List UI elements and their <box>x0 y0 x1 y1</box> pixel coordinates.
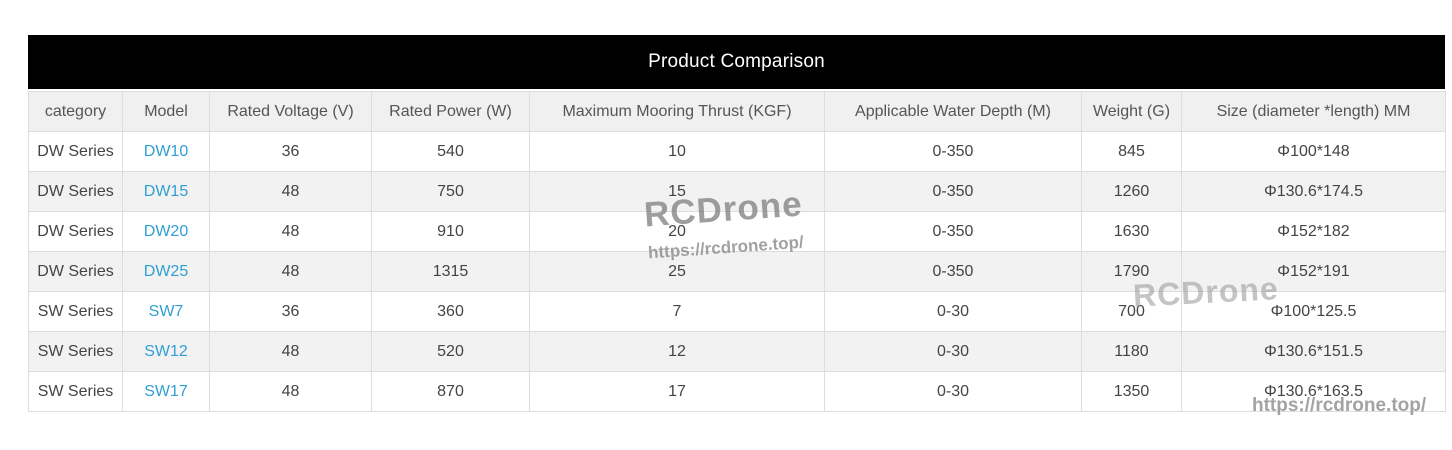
table-row: SW Series SW7 36 360 7 0-30 700 Φ100*125… <box>28 291 1446 332</box>
cell-weight: 845 <box>1081 131 1182 172</box>
cell-voltage: 48 <box>209 171 372 212</box>
table-row: SW Series SW12 48 520 12 0-30 1180 Φ130.… <box>28 331 1446 372</box>
cell-thrust: 10 <box>529 131 825 172</box>
model-link[interactable]: SW17 <box>144 382 188 400</box>
cell-thrust: 7 <box>529 291 825 332</box>
cell-voltage: 48 <box>209 211 372 252</box>
table-row: SW Series SW17 48 870 17 0-30 1350 Φ130.… <box>28 371 1446 412</box>
cell-thrust: 20 <box>529 211 825 252</box>
column-header-model: Model <box>122 91 210 132</box>
column-header-mooring-thrust: Maximum Mooring Thrust (KGF) <box>529 91 825 132</box>
cell-power: 1315 <box>371 251 530 292</box>
column-header-size: Size (diameter *length) MM <box>1181 91 1446 132</box>
cell-voltage: 48 <box>209 371 372 412</box>
cell-size: Φ152*191 <box>1181 251 1446 292</box>
product-comparison-section: Product Comparison category Model Rated … <box>28 35 1446 412</box>
cell-voltage: 48 <box>209 331 372 372</box>
cell-thrust: 17 <box>529 371 825 412</box>
table-row: DW Series DW25 48 1315 25 0-350 1790 Φ15… <box>28 251 1446 292</box>
cell-voltage: 36 <box>209 291 372 332</box>
table-title: Product Comparison <box>648 51 825 72</box>
cell-thrust: 15 <box>529 171 825 212</box>
cell-weight: 1790 <box>1081 251 1182 292</box>
table-row: DW Series DW20 48 910 20 0-350 1630 Φ152… <box>28 211 1446 252</box>
model-link[interactable]: DW20 <box>143 222 189 240</box>
column-header-weight: Weight (G) <box>1081 91 1182 132</box>
cell-depth: 0-30 <box>824 371 1082 412</box>
product-comparison-table: category Model Rated Voltage (V) Rated P… <box>28 91 1446 412</box>
cell-size: Φ100*148 <box>1181 131 1446 172</box>
model-link[interactable]: DW25 <box>143 262 189 280</box>
table-row: DW Series DW15 48 750 15 0-350 1260 Φ130… <box>28 171 1446 212</box>
cell-depth: 0-350 <box>824 251 1082 292</box>
cell-depth: 0-350 <box>824 211 1082 252</box>
column-header-category: category <box>28 91 123 132</box>
column-header-water-depth: Applicable Water Depth (M) <box>824 91 1082 132</box>
cell-power: 360 <box>371 291 530 332</box>
cell-weight: 1180 <box>1081 331 1182 372</box>
cell-size: Φ130.6*163.5 <box>1181 371 1446 412</box>
cell-depth: 0-30 <box>824 331 1082 372</box>
cell-depth: 0-350 <box>824 131 1082 172</box>
cell-category: DW Series <box>28 211 123 252</box>
cell-weight: 1260 <box>1081 171 1182 212</box>
cell-size: Φ152*182 <box>1181 211 1446 252</box>
cell-power: 520 <box>371 331 530 372</box>
model-link[interactable]: SW12 <box>144 342 188 360</box>
table-body: DW Series DW10 36 540 10 0-350 845 Φ100*… <box>28 131 1446 412</box>
cell-thrust: 12 <box>529 331 825 372</box>
cell-category: SW Series <box>28 291 123 332</box>
cell-power: 750 <box>371 171 530 212</box>
cell-power: 910 <box>371 211 530 252</box>
cell-voltage: 48 <box>209 251 372 292</box>
cell-weight: 700 <box>1081 291 1182 332</box>
cell-category: DW Series <box>28 171 123 212</box>
header-row: category Model Rated Voltage (V) Rated P… <box>28 91 1446 132</box>
column-header-rated-power: Rated Power (W) <box>371 91 530 132</box>
cell-size: Φ130.6*174.5 <box>1181 171 1446 212</box>
model-link[interactable]: DW10 <box>143 142 189 160</box>
cell-voltage: 36 <box>209 131 372 172</box>
cell-category: SW Series <box>28 331 123 372</box>
cell-weight: 1350 <box>1081 371 1182 412</box>
model-link[interactable]: SW7 <box>148 302 184 320</box>
column-header-rated-voltage: Rated Voltage (V) <box>209 91 372 132</box>
table-title-bar: Product Comparison <box>28 35 1445 89</box>
table-row: DW Series DW10 36 540 10 0-350 845 Φ100*… <box>28 131 1446 172</box>
table-header: category Model Rated Voltage (V) Rated P… <box>28 91 1446 132</box>
cell-size: Φ100*125.5 <box>1181 291 1446 332</box>
cell-weight: 1630 <box>1081 211 1182 252</box>
cell-power: 870 <box>371 371 530 412</box>
cell-category: SW Series <box>28 371 123 412</box>
model-link[interactable]: DW15 <box>143 182 189 200</box>
cell-category: DW Series <box>28 131 123 172</box>
cell-category: DW Series <box>28 251 123 292</box>
cell-power: 540 <box>371 131 530 172</box>
cell-size: Φ130.6*151.5 <box>1181 331 1446 372</box>
cell-thrust: 25 <box>529 251 825 292</box>
cell-depth: 0-350 <box>824 171 1082 212</box>
cell-depth: 0-30 <box>824 291 1082 332</box>
